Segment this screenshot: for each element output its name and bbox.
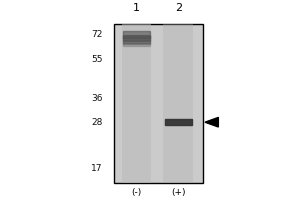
Text: (+): (+) [171, 188, 185, 197]
Bar [114, 24, 203, 183]
Text: 72: 72 [91, 30, 102, 39]
Text: 36: 36 [91, 94, 102, 103]
Bar [123, 36, 150, 40]
Bar [123, 40, 150, 43]
Text: 55: 55 [91, 55, 102, 64]
Bar [123, 31, 150, 38]
Bar [123, 43, 150, 46]
Text: (-): (-) [131, 188, 142, 197]
Text: 1: 1 [133, 3, 140, 13]
Bar [123, 35, 150, 38]
Bar [123, 41, 150, 44]
Bar [123, 38, 150, 41]
Text: 28: 28 [91, 118, 102, 127]
Polygon shape [205, 117, 218, 127]
Bar [164, 24, 193, 183]
Bar [122, 24, 152, 183]
Text: 17: 17 [91, 164, 102, 173]
Bar [165, 119, 192, 125]
Text: 2: 2 [175, 3, 182, 13]
